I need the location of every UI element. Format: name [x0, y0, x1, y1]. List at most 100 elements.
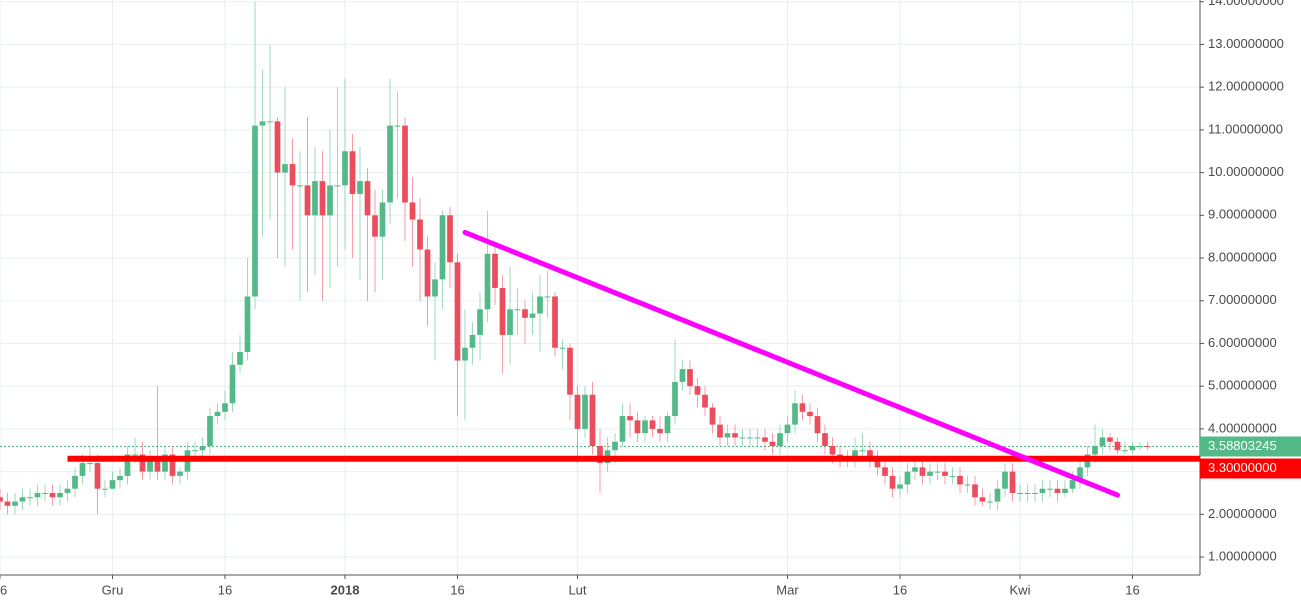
candle-body — [267, 121, 273, 123]
candle-body — [822, 433, 828, 446]
candle-body — [424, 249, 431, 297]
candle-body — [597, 445, 603, 464]
candle-body — [747, 437, 753, 439]
candle-body — [274, 121, 281, 173]
candle-body — [282, 164, 288, 173]
candle-body — [1099, 437, 1106, 446]
candle-body — [979, 497, 986, 502]
candle-body — [1077, 467, 1083, 481]
candle-body — [432, 279, 438, 297]
candle-body — [799, 403, 806, 412]
candle-body — [319, 181, 326, 216]
candle-body — [777, 433, 783, 446]
candle-body — [237, 352, 243, 365]
candle-body — [679, 369, 686, 382]
candle-body — [987, 501, 993, 503]
x-tick-label: Kwi — [1010, 582, 1031, 597]
candle-body — [19, 497, 26, 502]
candle-body — [94, 463, 101, 489]
candle-body — [169, 454, 176, 476]
candle-body — [709, 407, 716, 425]
candle-body — [297, 185, 303, 187]
candle-body — [957, 475, 963, 485]
candle-body — [1009, 471, 1016, 493]
last-price-box — [1200, 436, 1301, 457]
candle-body — [252, 125, 258, 297]
candle-body — [312, 181, 318, 216]
candle-body — [244, 296, 251, 353]
x-tick-label: Gru — [102, 582, 124, 597]
y-tick-label: 12.00000000 — [1208, 79, 1284, 94]
y-tick-label: 10.00000000 — [1208, 164, 1284, 179]
candle-body — [912, 467, 918, 472]
candle-body — [717, 424, 723, 438]
candle-body — [552, 296, 558, 348]
candle-body — [27, 497, 33, 499]
candle-body — [867, 450, 873, 459]
candle-body — [117, 475, 123, 481]
candle-body — [582, 394, 588, 429]
candle-body — [754, 437, 761, 439]
candle-body — [574, 394, 581, 429]
candle-body — [859, 450, 866, 452]
candle-body — [612, 441, 618, 451]
y-tick-label: 8.00000000 — [1208, 249, 1277, 264]
candle-body — [477, 309, 483, 335]
candle-body — [222, 403, 228, 412]
y-tick-label: 6.00000000 — [1208, 335, 1277, 350]
candle-body — [739, 437, 746, 439]
candle-body — [792, 403, 798, 425]
candle-body — [522, 309, 528, 318]
candle-body — [387, 125, 393, 203]
candle-body — [642, 420, 648, 434]
last-price-label: 3.58803245 — [1208, 438, 1277, 453]
candle-body — [379, 202, 386, 237]
x-tick-label: Mar — [776, 582, 799, 597]
candle-body — [619, 416, 626, 442]
candle-body — [34, 492, 41, 498]
candle-body — [537, 296, 543, 314]
candle-body — [972, 484, 978, 498]
candle-body — [357, 181, 363, 194]
candle-body — [544, 296, 551, 298]
candle-body — [162, 454, 168, 472]
y-tick-label: 11.00000000 — [1208, 121, 1283, 136]
candle-body — [882, 467, 888, 476]
candle-body — [994, 488, 1001, 502]
candle-body — [42, 492, 48, 494]
candle-body — [4, 501, 11, 506]
candle-body — [214, 411, 221, 417]
candle-body — [409, 202, 416, 220]
candle-body — [904, 471, 911, 485]
candle-body — [1032, 492, 1038, 494]
candle-body — [829, 445, 836, 455]
candle-body — [1054, 488, 1061, 493]
candle-body — [814, 416, 821, 434]
support-box — [1200, 458, 1301, 479]
candle-body — [1069, 480, 1076, 489]
candle-body — [109, 480, 116, 489]
candle-body — [349, 151, 356, 194]
candle-body — [1144, 445, 1151, 447]
candle-body — [304, 185, 311, 216]
candle-body — [147, 458, 153, 472]
candle-body — [1114, 441, 1121, 451]
candle-body — [724, 433, 731, 438]
candle-body — [889, 475, 896, 489]
candle-body — [372, 215, 378, 237]
candle-body — [139, 454, 146, 472]
candle-body — [0, 497, 3, 502]
candle-body — [1107, 437, 1113, 442]
candle-body — [79, 463, 86, 476]
candle-body — [762, 437, 768, 442]
candle-body — [942, 471, 948, 476]
candle-body — [154, 458, 161, 472]
candle-body — [567, 347, 573, 395]
candle-body — [927, 471, 933, 476]
candle-body — [1047, 488, 1053, 490]
x-tick-label: Lut — [568, 582, 586, 597]
candle-body — [499, 287, 506, 335]
support-label: 3.30000000 — [1208, 460, 1277, 475]
candle-body — [57, 492, 63, 498]
candle-body — [687, 369, 693, 387]
